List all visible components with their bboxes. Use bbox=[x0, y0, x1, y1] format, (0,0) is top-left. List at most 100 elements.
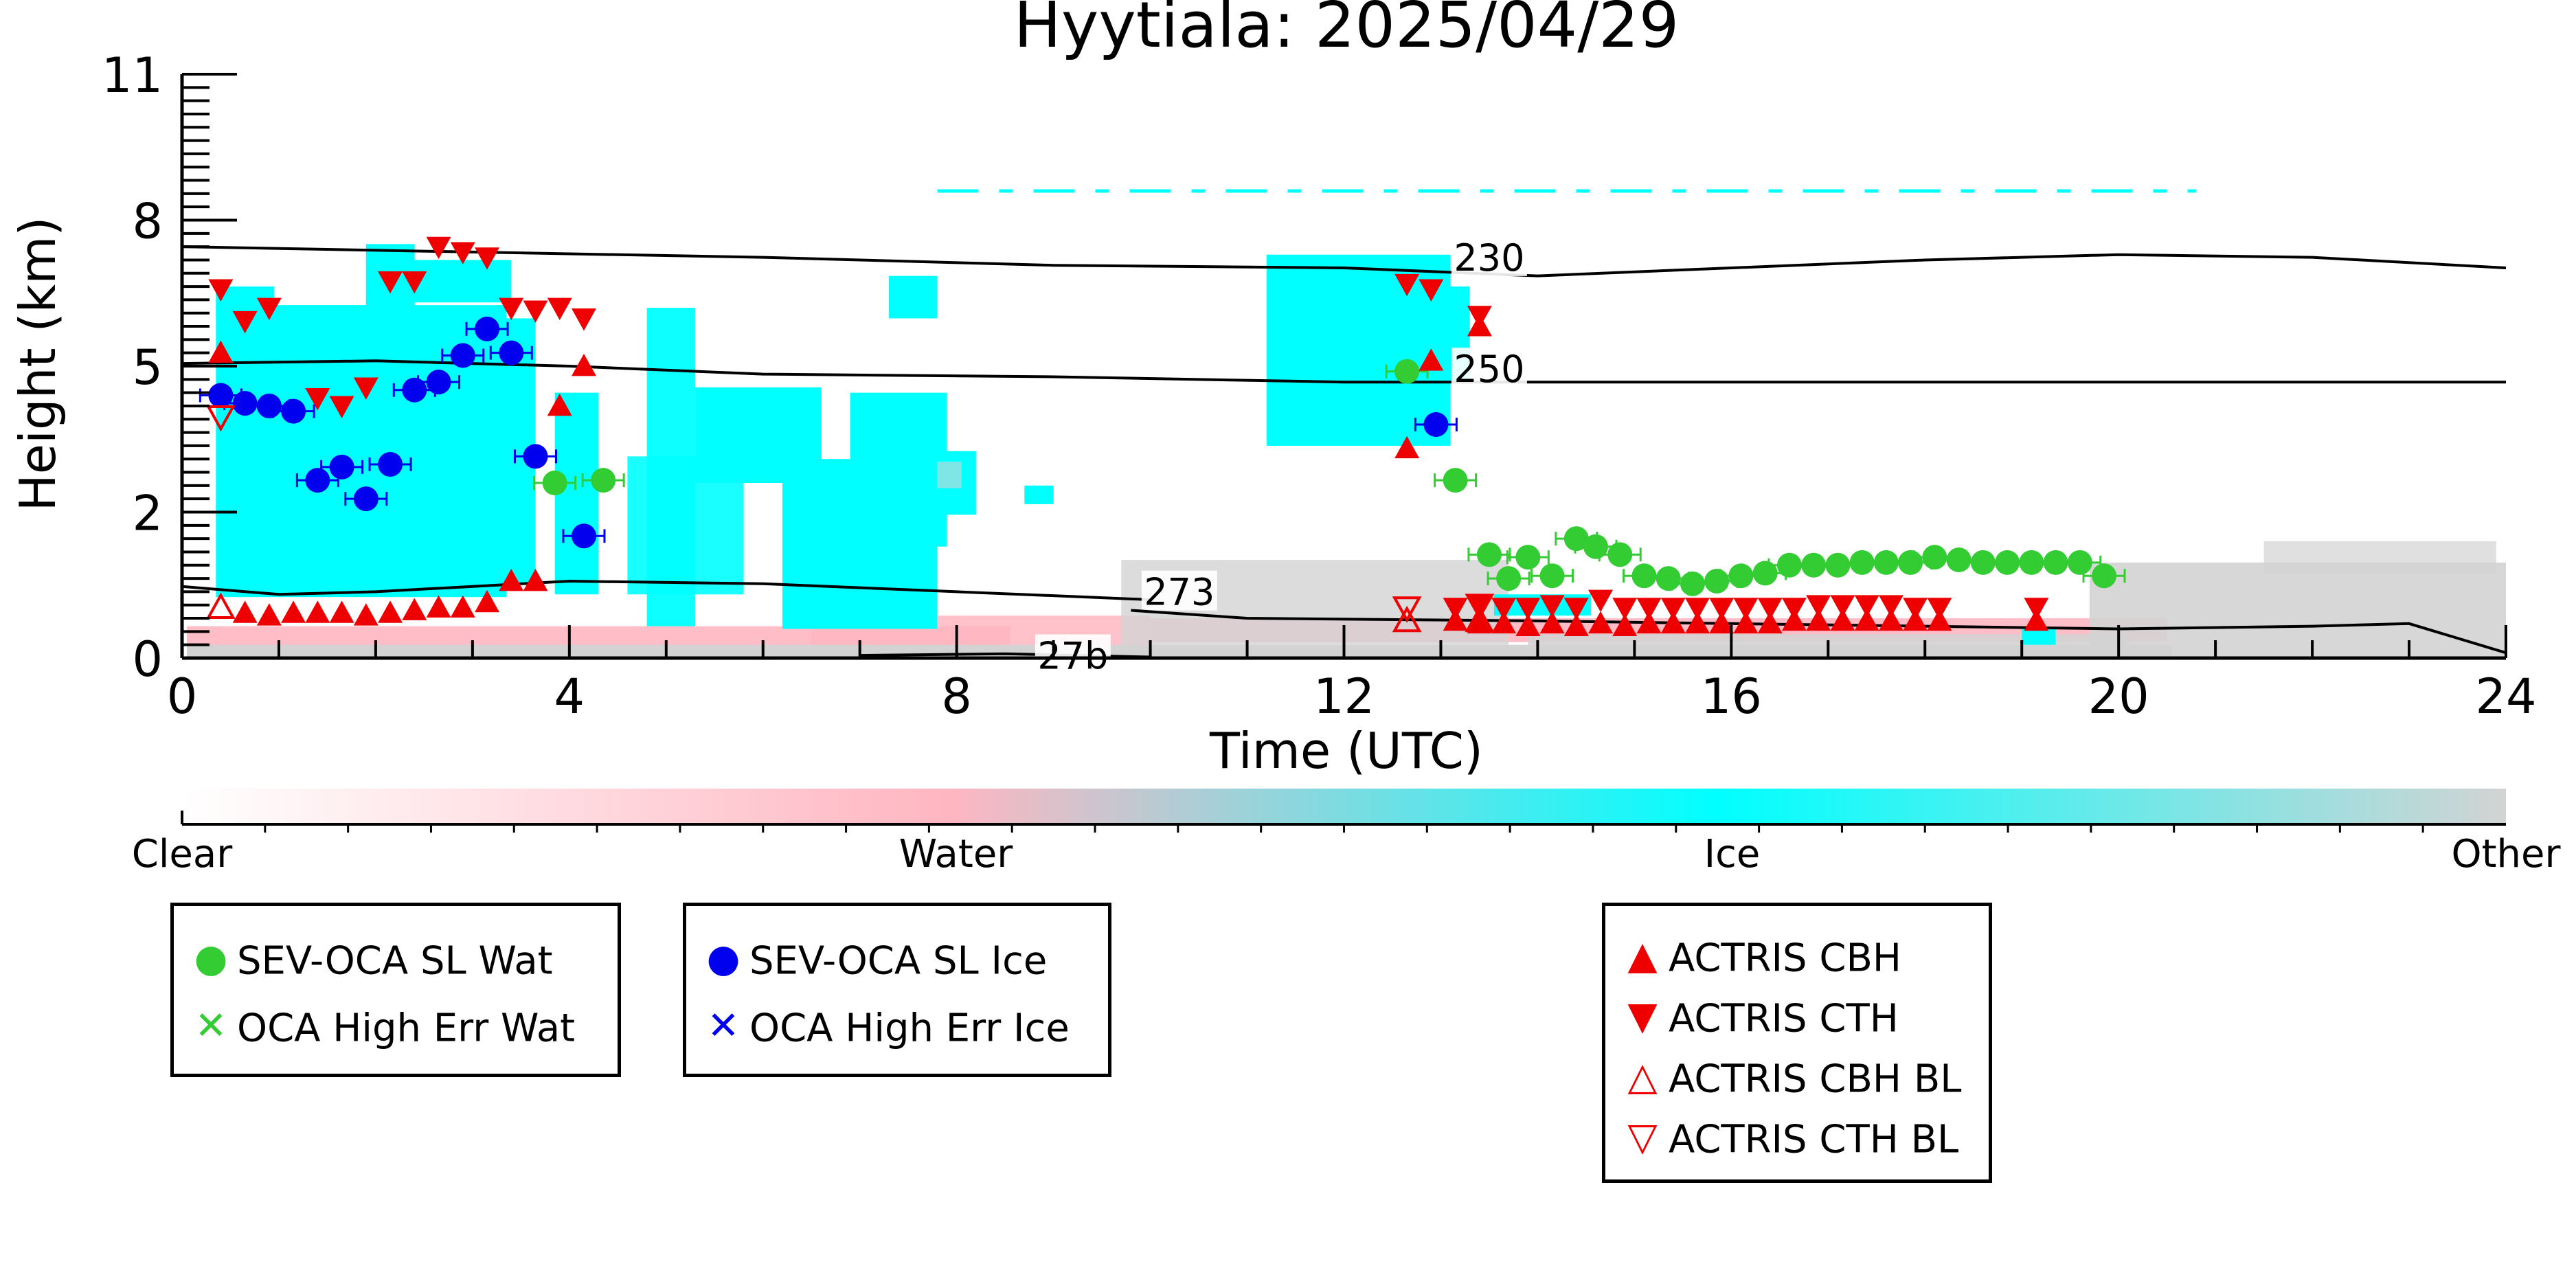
field-patch-23 bbox=[1266, 254, 1451, 446]
marker-sev-oca-sl-wat bbox=[1898, 550, 1923, 575]
contour-line-230 bbox=[181, 245, 2507, 278]
blue-circle-icon: ● bbox=[706, 936, 741, 981]
marker-sev-oca-sl-wat bbox=[1849, 550, 1875, 575]
marker-sev-oca-sl-ice bbox=[475, 316, 500, 341]
y-tick-label: 5 bbox=[132, 339, 163, 396]
marker-actris-cbh bbox=[1467, 611, 1492, 634]
contour-label-bg bbox=[1451, 348, 1527, 388]
x-tick-label: 0 bbox=[167, 668, 198, 725]
x-tick-label: 20 bbox=[2088, 668, 2149, 725]
field-patch-6 bbox=[2263, 541, 2496, 574]
marker-actris-cth bbox=[1806, 595, 1831, 618]
marker-actris-cth bbox=[523, 300, 548, 323]
marker-actris-cth bbox=[208, 279, 234, 302]
marker-actris-cbh bbox=[1612, 613, 1638, 637]
marker-sev-oca-sl-ice bbox=[208, 383, 234, 408]
marker-actris-cth-bl bbox=[1392, 596, 1422, 623]
marker-actris-cth bbox=[329, 396, 354, 418]
marker-sev-oca-sl-wat bbox=[1563, 526, 1589, 552]
field-patch-22 bbox=[1024, 485, 1054, 504]
legend-item-actris-cth-bl: ▽ ACTRIS CTH BL bbox=[1605, 1115, 1958, 1162]
marker-sev-oca-sl-ice bbox=[426, 370, 451, 395]
marker-actris-cbh bbox=[1709, 611, 1735, 634]
x-tick-label: 8 bbox=[941, 668, 972, 725]
marker-actris-cth bbox=[1394, 273, 1420, 297]
marker-sev-oca-sl-wat bbox=[1728, 563, 1754, 589]
y-tick-label: 8 bbox=[132, 194, 163, 250]
marker-actris-cth bbox=[1781, 598, 1807, 620]
marker-actris-cbh bbox=[305, 600, 330, 623]
marker-actris-cbh bbox=[547, 393, 572, 416]
legend-item-oca-high-err-wat: ✕ OCA High Err Wat bbox=[174, 1004, 576, 1050]
marker-sev-oca-sl-ice bbox=[281, 398, 306, 424]
marker-sev-oca-sl-ice bbox=[402, 377, 427, 403]
marker-actris-cth bbox=[2024, 598, 2049, 620]
colorbar-label-ice: Ice bbox=[1704, 832, 1761, 877]
marker-sev-oca-sl-wat bbox=[1680, 571, 1705, 596]
observation-markers bbox=[199, 236, 2126, 637]
marker-actris-cth bbox=[1927, 598, 1952, 620]
marker-actris-cbh bbox=[450, 595, 475, 618]
marker-actris-cbh bbox=[1806, 608, 1831, 631]
axes: 0 4 8 12 16 20 24 0 2 5 8 11 bbox=[102, 47, 2537, 725]
marker-actris-cbh bbox=[1539, 611, 1565, 634]
marker-actris-cth bbox=[1515, 598, 1541, 620]
x-tick-label: 12 bbox=[1313, 668, 1375, 725]
marker-sev-oca-sl-wat bbox=[1704, 568, 1730, 594]
marker-actris-cth bbox=[1491, 598, 1517, 620]
marker-sev-oca-sl-ice bbox=[499, 340, 524, 365]
red-triangle-up-icon: ▲ bbox=[1627, 934, 1658, 978]
marker-actris-cbh bbox=[475, 589, 500, 613]
marker-actris-cth bbox=[571, 308, 596, 331]
marker-actris-cth bbox=[1878, 595, 1903, 618]
y-tick-label: 0 bbox=[132, 631, 163, 688]
marker-actris-cth bbox=[1709, 598, 1735, 620]
marker-sev-oca-sl-wat bbox=[591, 468, 616, 493]
colorbar-label-other: Other bbox=[2451, 832, 2561, 877]
contour-label-bg bbox=[1141, 570, 1217, 611]
contour-label: 250 bbox=[1454, 348, 1524, 391]
marker-sev-oca-sl-wat bbox=[2092, 563, 2117, 589]
contour-label: 230 bbox=[1454, 236, 1524, 280]
green-circle-icon: ● bbox=[194, 936, 228, 981]
marker-actris-cbh-bl bbox=[1392, 605, 1422, 633]
y-axis-label: Height (km) bbox=[9, 217, 67, 512]
red-open-triangle-down-icon: ▽ bbox=[1627, 1115, 1658, 1160]
marker-sev-oca-sl-wat bbox=[1394, 359, 1420, 384]
marker-sev-oca-sl-wat bbox=[1752, 561, 1778, 586]
marker-actris-cbh bbox=[378, 600, 403, 623]
marker-actris-cth bbox=[1443, 598, 1468, 620]
colorbar-label-water: Water bbox=[899, 832, 1014, 877]
colorbar-gradient-bar bbox=[182, 789, 2506, 824]
marker-actris-cbh bbox=[1660, 611, 1686, 634]
x-tick-label: 24 bbox=[2475, 668, 2536, 725]
field-patch-20 bbox=[937, 462, 962, 488]
marker-actris-cth bbox=[402, 271, 427, 294]
marker-actris-cth bbox=[426, 236, 451, 260]
marker-actris-cth bbox=[499, 297, 524, 320]
marker-sev-oca-sl-wat bbox=[2067, 550, 2092, 575]
marker-actris-cbh bbox=[1491, 611, 1517, 634]
red-open-triangle-up-icon: △ bbox=[1627, 1054, 1658, 1099]
marker-actris-cth bbox=[1757, 598, 1783, 620]
marker-actris-cth bbox=[378, 271, 403, 294]
contour-label-bg bbox=[1035, 634, 1111, 675]
contour-line-273 bbox=[181, 579, 1151, 601]
marker-sev-oca-sl-wat bbox=[1496, 566, 1522, 591]
marker-actris-cth bbox=[1660, 598, 1686, 620]
marker-actris-cth bbox=[353, 377, 379, 400]
marker-actris-cth-bl bbox=[205, 405, 236, 432]
marker-sev-oca-sl-ice bbox=[450, 343, 475, 368]
marker-sev-oca-sl-wat bbox=[542, 471, 567, 495]
marker-sev-oca-sl-wat bbox=[1583, 534, 1608, 559]
marker-actris-cbh bbox=[281, 600, 306, 623]
red-triangle-down-icon: ▼ bbox=[1627, 994, 1658, 1039]
marker-actris-cth bbox=[1854, 595, 1879, 618]
marker-sev-oca-sl-wat bbox=[1946, 547, 1971, 573]
marker-sev-oca-sl-ice bbox=[378, 451, 403, 477]
marker-sev-oca-sl-wat bbox=[2043, 550, 2068, 575]
marker-sev-oca-sl-ice bbox=[353, 486, 379, 512]
marker-actris-cth bbox=[450, 242, 475, 264]
marker-actris-cbh bbox=[1830, 608, 1855, 631]
marker-actris-cth bbox=[1903, 598, 1928, 620]
